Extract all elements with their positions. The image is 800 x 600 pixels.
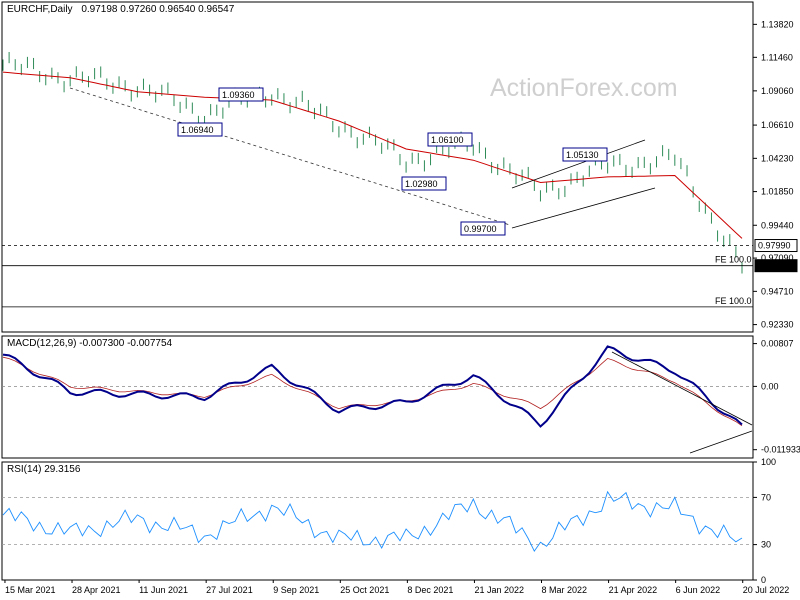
high-value: 0.97260 (120, 4, 157, 15)
price-y-tick-label: 0.97090 (761, 253, 794, 263)
macd-y-tick-label: 0.00807 (761, 339, 794, 349)
level-label-box (460, 221, 506, 236)
price-y-tick-label: 1.06610 (761, 120, 794, 130)
x-axis-tick-label: 21 Jan 2022 (474, 585, 524, 595)
x-axis-tick-label: 21 Apr 2022 (609, 585, 658, 595)
price-title-text: EURCHF,Daily (7, 4, 73, 15)
x-axis-tick-label: 8 Mar 2022 (542, 585, 588, 595)
price-y-tick-label: 0.99440 (761, 220, 794, 230)
macd-pane-title: MACD(12,26,9) -0.007300 -0.007754 (7, 338, 173, 349)
x-axis-tick-label: 11 Jun 2021 (139, 585, 188, 595)
price-y-tick-label: 0.94710 (761, 286, 794, 296)
macd-y-tick-label: 0.00 (761, 381, 779, 391)
level-label-text: 1.09360 (222, 90, 255, 100)
rsi-pane-frame (1, 461, 754, 581)
x-axis-tick-label: 15 Mar 2021 (5, 585, 56, 595)
level-price-box (754, 259, 798, 273)
macd-trendline-lower (689, 430, 753, 454)
price-y-tick-label: 1.01850 (761, 187, 794, 197)
open-value: 0.97198 (81, 4, 118, 15)
x-axis-tick-label: 6 Jun 2022 (676, 585, 721, 595)
watermark-text: ActionForex.com (490, 74, 678, 102)
x-axis-tick-label: 25 Oct 2021 (340, 585, 389, 595)
level-label-text: 1.06940 (181, 125, 214, 135)
level-price-box (754, 239, 798, 253)
level-label-text: 1.05130 (566, 150, 599, 160)
rsi-y-tick-label: 70 (761, 492, 771, 502)
x-axis-tick-label: 9 Sep 2021 (273, 585, 319, 595)
price-y-tick-label: 1.13820 (761, 19, 794, 29)
level-price-label: 0.96547 (758, 261, 791, 271)
price-pane-frame (1, 1, 754, 333)
price-y-tick-label: 1.09060 (761, 86, 794, 96)
rsi-pane-title: RSI(14) 29.3156 (7, 464, 81, 475)
channel-upper-line (511, 139, 646, 189)
macd-trendline-upper (611, 351, 753, 426)
level-label-box (401, 176, 447, 191)
rsi-y-tick-label: 100 (761, 457, 776, 467)
price-pane-title: EURCHF,Daily 0.97198 0.97260 0.96540 0.9… (7, 4, 234, 15)
macd-y-tick-label: -0.011933 (761, 445, 800, 455)
x-axis-tick-label: 8 Dec 2021 (407, 585, 453, 595)
channel-lower-line (511, 187, 656, 229)
price-trendline (69, 87, 511, 226)
close-value: 0.96547 (198, 4, 235, 15)
macd-main-line (2, 345, 743, 428)
macd-pane-frame (1, 335, 754, 459)
level-label-text: 0.99700 (464, 224, 497, 234)
level-label-text: 1.02980 (405, 179, 438, 189)
x-axis-tick-label: 27 Jul 2021 (206, 585, 253, 595)
x-axis-tick-label: 20 Jul 2022 (743, 585, 790, 595)
level-label-box (218, 87, 264, 102)
level-label-box (427, 132, 473, 147)
level-price-label: 0.97990 (758, 241, 791, 251)
level-label-text: 1.06100 (431, 135, 464, 145)
price-y-tick-label: 1.11460 (761, 52, 793, 62)
x-axis-tick-label: 28 Apr 2021 (72, 585, 121, 595)
price-y-tick-label: 0.92330 (761, 320, 794, 330)
rsi-y-tick-label: 30 (761, 540, 771, 550)
price-y-tick-label: 1.04230 (761, 153, 794, 163)
rsi-y-tick-label: 0 (761, 575, 766, 585)
level-label-box (177, 122, 223, 137)
fe-annotation: FE 100.0 (715, 255, 752, 265)
rsi-line (2, 490, 743, 552)
level-label-box (562, 147, 608, 162)
moving-average-line (2, 71, 743, 239)
fe-annotation: FE 100.0 (715, 296, 752, 306)
low-value: 0.96540 (159, 4, 196, 15)
macd-signal-line (2, 356, 743, 427)
